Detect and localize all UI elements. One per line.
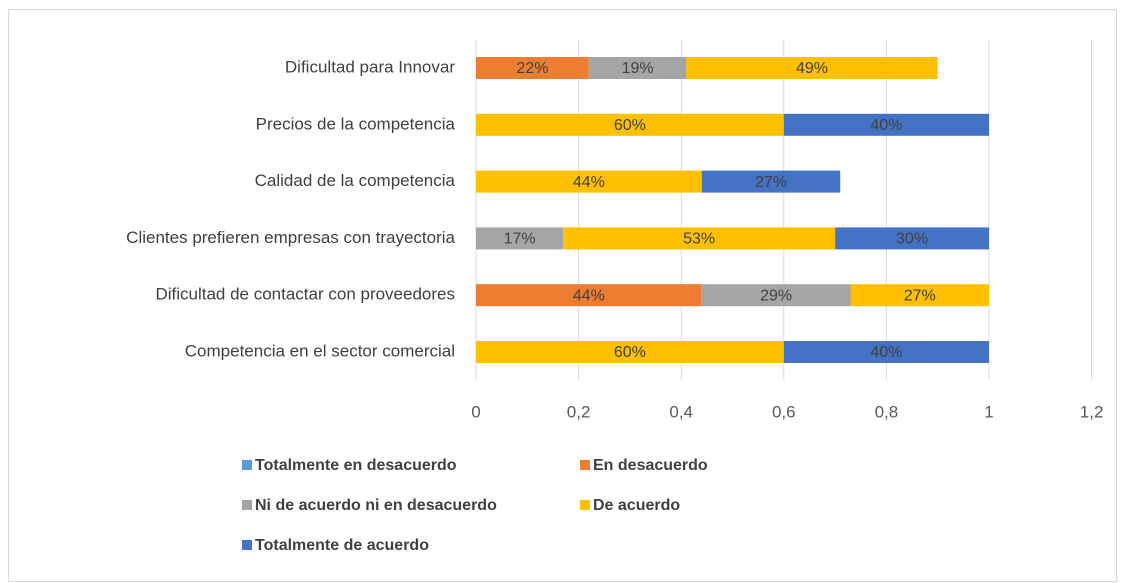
value-label: 49% — [796, 60, 828, 77]
bar-segment — [850, 284, 989, 307]
value-label: 40% — [870, 117, 902, 134]
value-label: 27% — [904, 287, 936, 304]
x-tick-label: 0,2 — [567, 402, 591, 421]
x-tick-label: 1,2 — [1080, 402, 1104, 421]
legend-label: Totalmente en desacuerdo — [255, 457, 457, 474]
bar-segment — [686, 57, 938, 79]
bar-segment — [476, 113, 784, 136]
legend-label: Totalmente de acuerdo — [255, 537, 429, 554]
x-tick-label: 0,4 — [669, 402, 693, 421]
value-label: 40% — [870, 344, 902, 361]
y-tick-label: Dificultad de contactar con proveedores — [155, 285, 455, 304]
bar-segment — [476, 170, 702, 193]
legend-swatch — [242, 460, 252, 470]
bar-segment — [476, 57, 589, 79]
legend-swatch — [580, 500, 590, 510]
value-label: 19% — [622, 60, 654, 77]
y-tick-label: Dificultad para Innovar — [285, 57, 455, 76]
bar-segment — [588, 57, 687, 79]
x-tick-label: 0 — [471, 402, 480, 421]
x-tick-label: 1 — [984, 402, 993, 421]
bar-segment — [783, 113, 989, 136]
bar-segment — [563, 227, 836, 250]
value-label: 29% — [760, 287, 792, 304]
x-tick-label: 0,6 — [772, 402, 796, 421]
x-tick-label: 0,8 — [875, 402, 899, 421]
legend-label: De acuerdo — [593, 497, 680, 514]
value-label: 30% — [896, 231, 928, 248]
value-label: 60% — [614, 117, 646, 134]
y-tick-label: Clientes prefieren empresas con trayecto… — [126, 228, 455, 247]
bar-segment — [476, 227, 564, 250]
bar-segment — [476, 341, 784, 363]
value-label: 22% — [516, 60, 548, 77]
bar-segment — [476, 284, 702, 307]
value-label: 44% — [573, 287, 605, 304]
value-label: 60% — [614, 344, 646, 361]
legend-swatch — [580, 460, 590, 470]
bar-segment — [835, 227, 989, 250]
value-label: 17% — [504, 231, 536, 248]
bar-segment — [701, 284, 851, 307]
legend-swatch — [242, 540, 252, 550]
value-label: 27% — [755, 174, 787, 191]
y-tick-label: Calidad de la competencia — [255, 171, 456, 190]
legend-label: Ni de acuerdo ni en desacuerdo — [255, 497, 497, 514]
legend-swatch — [242, 500, 252, 510]
value-label: 44% — [573, 174, 605, 191]
legend-label: En desacuerdo — [593, 457, 708, 474]
bar-segment — [701, 170, 841, 193]
bar-segment — [783, 341, 989, 363]
value-label: 53% — [683, 231, 715, 248]
y-tick-label: Precios de la competencia — [256, 114, 456, 133]
y-tick-label: Competencia en el sector comercial — [185, 341, 455, 360]
